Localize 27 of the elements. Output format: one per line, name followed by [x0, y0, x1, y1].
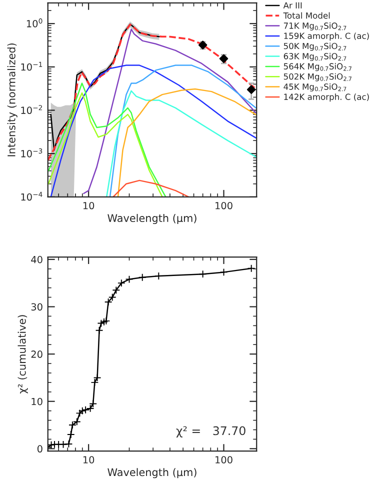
- legend-label: 564K Mg$_{0.7}$SiO$_{2.7}$: [284, 63, 352, 72]
- legend-label: 45K Mg$_{0.7}$SiO$_{2.7}$: [284, 83, 346, 92]
- y-axis-title: χ² (cumulative): [18, 315, 28, 394]
- y-tick-label: 10$^{0}$: [26, 18, 42, 28]
- y-tick-label: 0: [37, 445, 42, 453]
- legend-label: Total Model: [283, 12, 330, 19]
- y-tick-label: 10$^{−1}$: [21, 62, 42, 71]
- legend-label: 502K Mg$_{0.7}$SiO$_{2.7}$: [284, 73, 352, 82]
- annotation: χ² = 37.70: [176, 426, 246, 438]
- y-tick-label: 10$^{−4}$: [21, 192, 42, 201]
- legend-label: 159K amorph. C (ac): [284, 32, 369, 41]
- y-tick-label: 20: [31, 350, 42, 358]
- y-tick-label: 40: [31, 256, 42, 264]
- x-axis-title: Wavelength (μm): [108, 468, 196, 478]
- legend-label: 71K Mg$_{0.7}$SiO$_{2.7}$: [284, 22, 346, 30]
- y-tick-label: 10$^{−3}$: [21, 148, 42, 158]
- x-axis-title: Wavelength (μm): [108, 214, 196, 224]
- y-tick-label: 30: [31, 303, 42, 311]
- y-axis-title: Intensity (normalized): [7, 43, 18, 156]
- x-tick-label: 100: [216, 456, 232, 464]
- y-tick-label: 10$^{−2}$: [21, 105, 42, 114]
- legend-label: 142K amorph. C (ac): [284, 94, 369, 102]
- y-tick-label: 10: [32, 398, 42, 406]
- x-tick-label: 100: [216, 202, 232, 210]
- legend-label: 63K Mg$_{0.7}$SiO$_{2.7}$: [284, 52, 346, 61]
- legend-label: 50K Mg$_{0.7}$SiO$_{2.7}$: [284, 42, 346, 51]
- legend-label: Ar III: [283, 2, 302, 8]
